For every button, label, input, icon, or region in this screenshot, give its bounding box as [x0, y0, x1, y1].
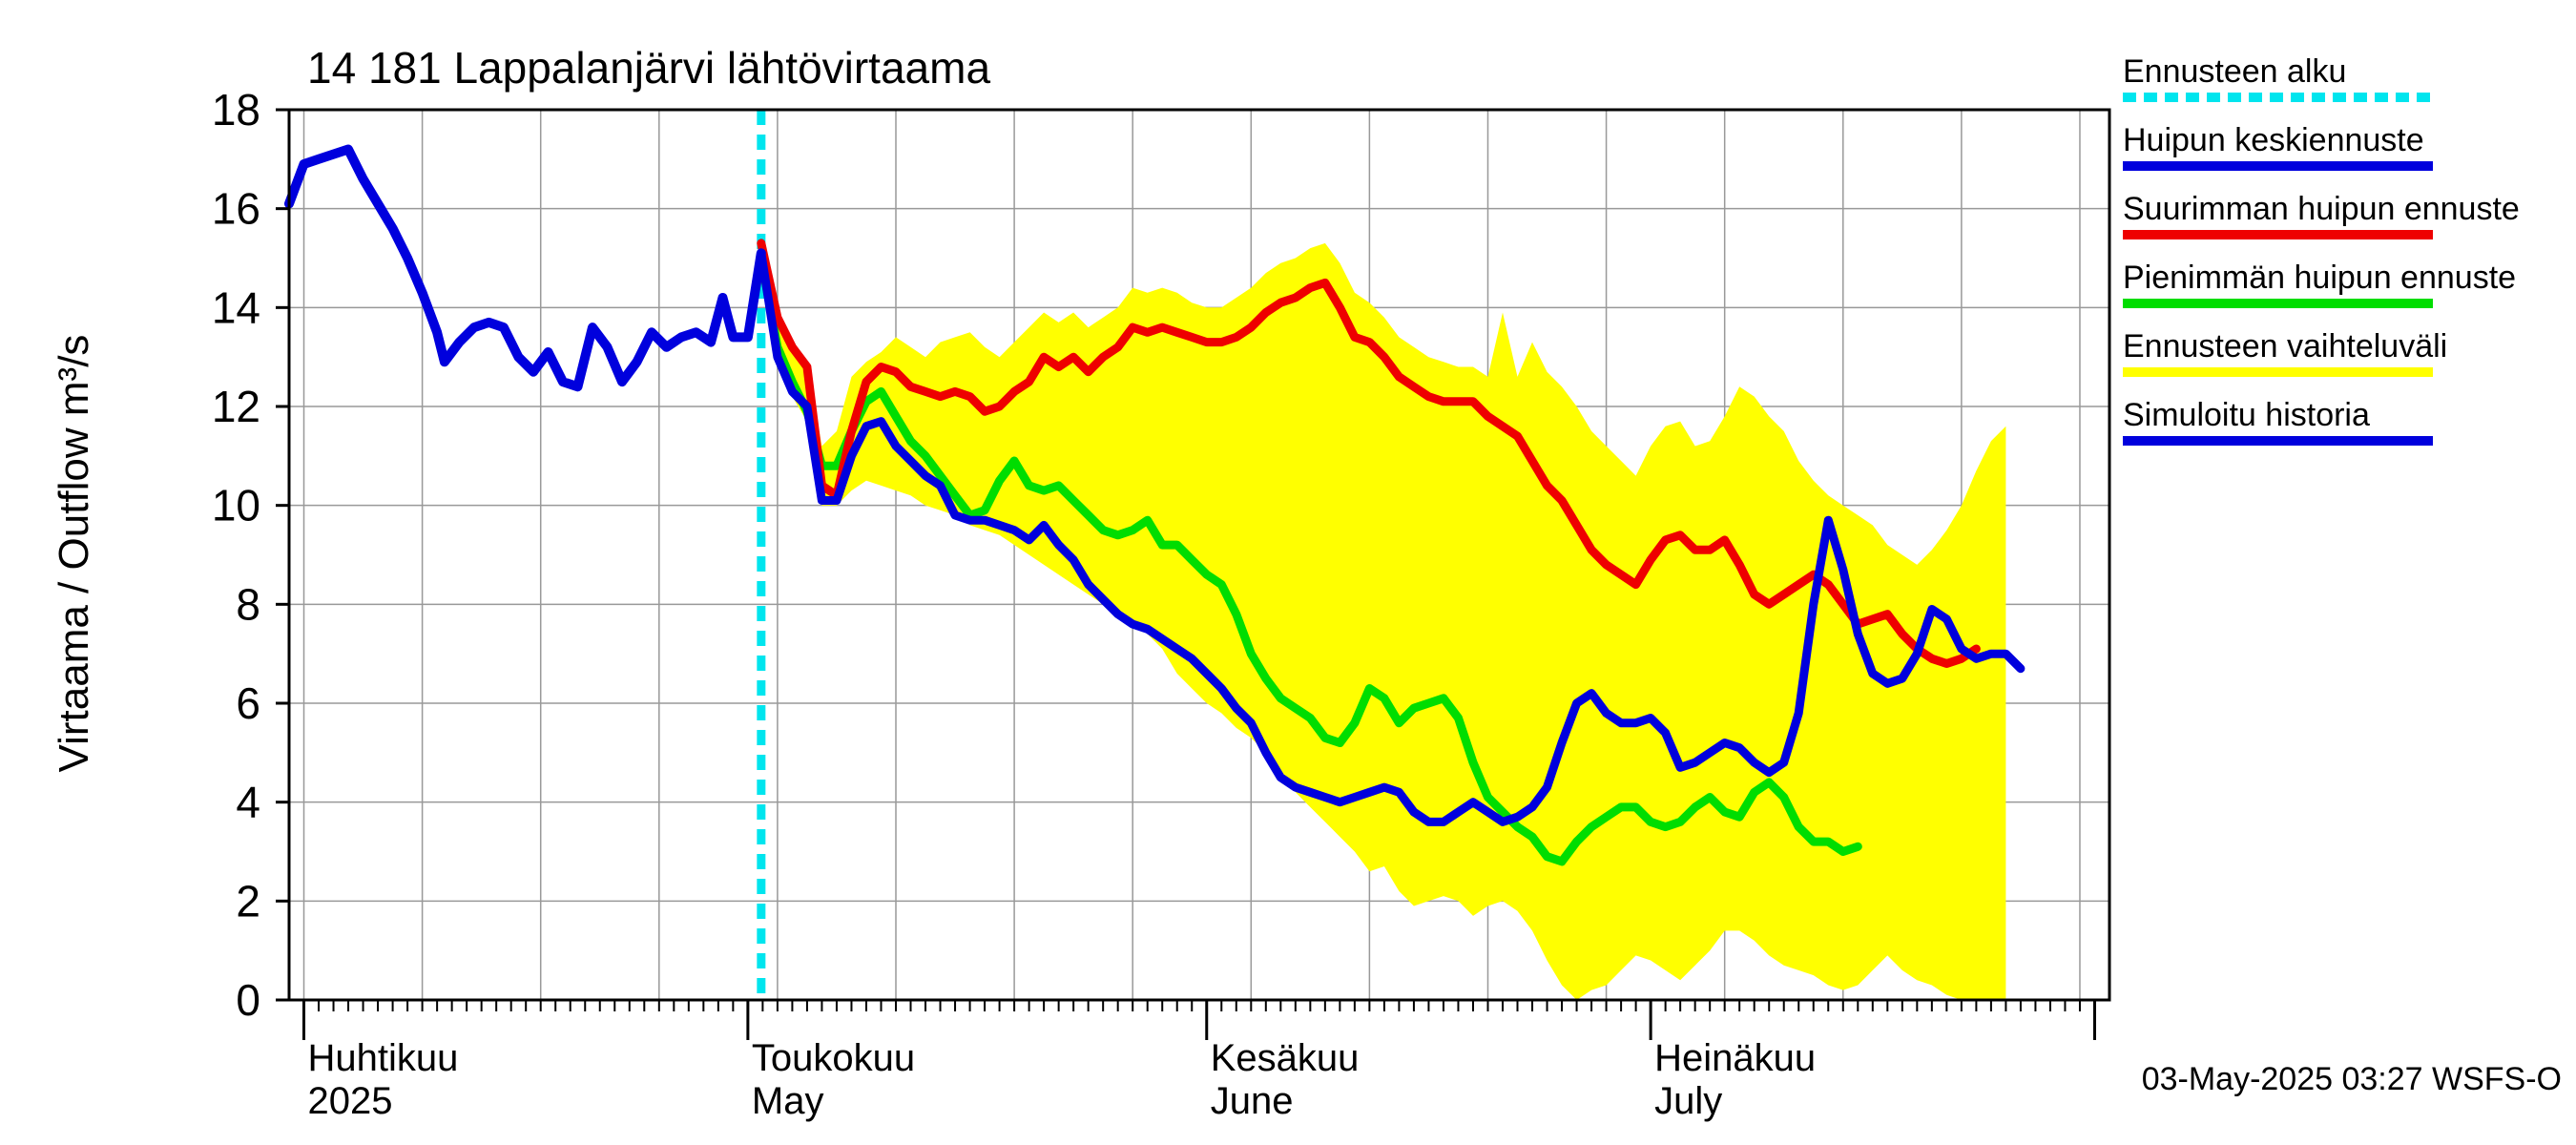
x-month-label-en: June	[1211, 1080, 1294, 1122]
x-month-label-fi: Toukokuu	[752, 1037, 915, 1079]
y-tick-label: 2	[236, 876, 260, 926]
footer-timestamp: 03-May-2025 03:27 WSFS-O	[2142, 1061, 2562, 1097]
min-peak-forecast-line	[757, 254, 1862, 866]
x-month-label-fi: Heinäkuu	[1654, 1037, 1816, 1079]
legend-label-min: Pienimmän huipun ennuste	[2123, 260, 2516, 296]
plot-frame	[287, 108, 2111, 1002]
simulated-history-line	[284, 144, 766, 392]
y-tick-label: 6	[236, 678, 260, 728]
y-tick-label: 18	[212, 85, 260, 135]
legend-label-forecast_start: Ennusteen alku	[2123, 53, 2346, 90]
y-tick-label: 4	[236, 778, 260, 827]
y-tick-label: 14	[212, 282, 260, 332]
x-month-label-en: July	[1654, 1080, 1722, 1122]
y-tick-label: 10	[212, 481, 260, 531]
legend-label-mean: Huipun keskiennuste	[2123, 122, 2424, 158]
chart-title: 14 181 Lappalanjärvi lähtövirtaama	[307, 43, 990, 93]
max-peak-forecast-line	[757, 239, 1981, 668]
y-axis-label: Virtaama / Outflow m³/s	[51, 335, 97, 773]
mean-peak-forecast-line	[757, 248, 2025, 826]
x-month-label-en: May	[752, 1080, 824, 1122]
legend-label-history: Simuloitu historia	[2123, 397, 2370, 433]
legend: Ennusteen alku Huipun keskiennuste Suurimm…	[2123, 53, 2520, 446]
legend-label-band: Ennusteen vaihteluväli	[2123, 328, 2447, 364]
y-tick-label: 12	[212, 382, 260, 431]
y-tick-label: 0	[236, 975, 260, 1025]
x-month-label-fi: Huhtikuu	[308, 1037, 459, 1079]
y-tick-label: 16	[212, 184, 260, 234]
legend-label-max: Suurimman huipun ennuste	[2123, 191, 2520, 227]
series-layer	[284, 110, 2025, 1000]
x-month-label-fi: Kesäkuu	[1211, 1037, 1360, 1079]
x-month-label-en: 2025	[308, 1080, 393, 1122]
y-tick-label: 8	[236, 579, 260, 629]
